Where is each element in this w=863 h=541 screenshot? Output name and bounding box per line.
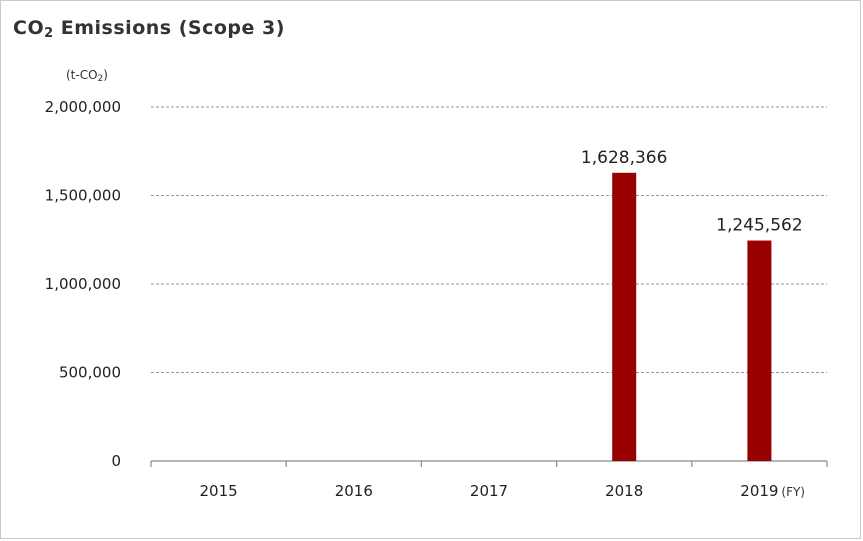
- x-tick-label-2015: 2015: [200, 482, 238, 500]
- y-axis-unit-label: (t-CO2): [66, 68, 108, 84]
- x-tick-label-2019: 2019: [740, 482, 778, 500]
- y-tick-label: 1,000,000: [45, 275, 121, 293]
- x-tick-label-2016: 2016: [335, 482, 373, 500]
- y-tick-label: 1,500,000: [45, 187, 121, 205]
- data-labels: 1,628,366 1,245,562: [581, 148, 803, 236]
- gridlines: [151, 106, 827, 373]
- bar-2019: [747, 240, 772, 461]
- chart-title: CO2 Emissions (Scope 3): [13, 17, 285, 41]
- bars: [612, 172, 772, 461]
- x-tick-label-2017: 2017: [470, 482, 508, 500]
- data-label-2018: 1,628,366: [581, 148, 668, 168]
- x-axis: [150, 460, 828, 467]
- data-label-2019: 1,245,562: [716, 216, 803, 236]
- y-axis-ticks: 0 500,000 1,000,000 1,500,000 2,000,000: [45, 98, 121, 470]
- x-axis-ticks: 2015 2016 2017 2018 2019 (FY): [200, 482, 806, 500]
- bar-2018: [612, 172, 637, 461]
- x-tick-label-2018: 2018: [605, 482, 643, 500]
- x-axis-unit-label: (FY): [781, 485, 805, 499]
- y-tick-label: 0: [111, 452, 121, 470]
- y-tick-label: 500,000: [59, 364, 121, 382]
- y-tick-label: 2,000,000: [45, 98, 121, 116]
